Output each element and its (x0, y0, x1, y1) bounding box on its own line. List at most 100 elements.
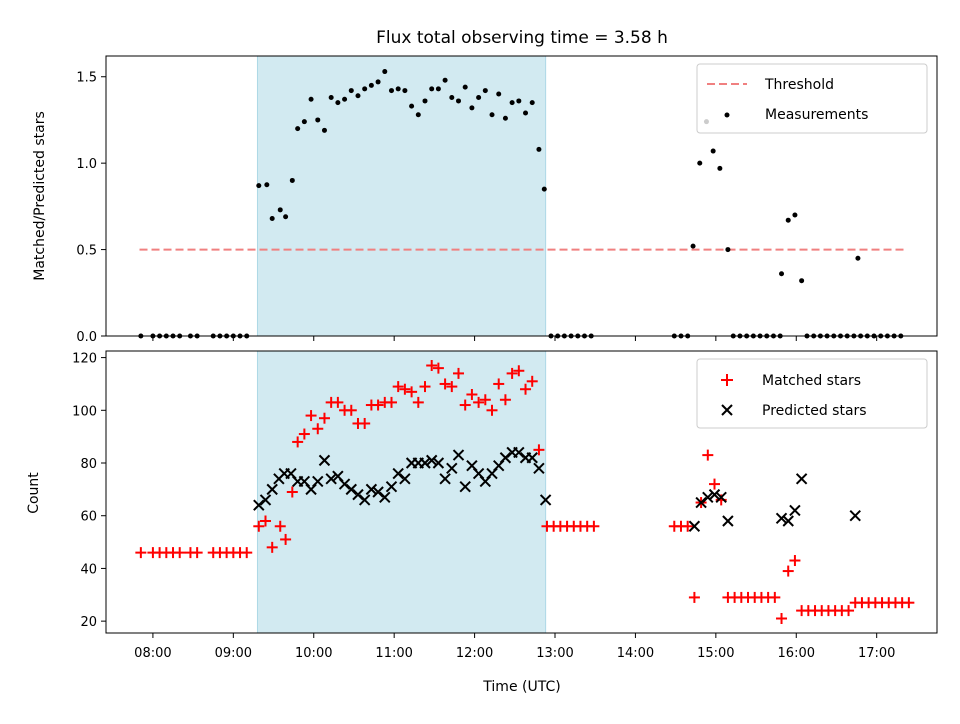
measurement-point (395, 86, 401, 92)
bottom-y-tick-label: 100 (72, 404, 97, 419)
matched-star-point (174, 547, 186, 559)
legend-matched-label: Matched stars (762, 373, 861, 389)
bottom-y-axis: 20 40 60 80 100 120 (72, 352, 106, 630)
measurement-point (536, 146, 542, 152)
top-shaded-interval (256, 55, 547, 337)
predicted-star-point (795, 473, 808, 485)
predicted-star-point (446, 462, 458, 474)
measurement-point (529, 100, 535, 106)
matched-star-point (280, 533, 292, 545)
matched-star-point (432, 362, 444, 374)
x-tick-label: 15:00 (697, 646, 734, 661)
measurement-point (283, 214, 289, 220)
measurement-point (717, 165, 723, 171)
bottom-y-tick-label: 20 (80, 615, 97, 630)
legend-predicted-swatch (721, 404, 733, 416)
top-y-axis-label: Matched/Predicted stars (32, 111, 48, 281)
measurement-point (277, 207, 283, 213)
top-y-tick-label: 1.5 (76, 71, 97, 86)
measurement-point (496, 91, 502, 97)
matched-star-point (392, 381, 404, 393)
matched-star-point (479, 394, 491, 406)
predicted-star-point (459, 481, 471, 493)
predicted-star-point (715, 491, 727, 503)
predicted-star-point (325, 473, 337, 485)
bottom-y-tick-label: 40 (80, 562, 97, 577)
predicted-star-point (372, 486, 384, 498)
measurement-point (342, 96, 348, 102)
predicted-star-point (312, 475, 324, 488)
measurement-point (725, 247, 731, 253)
measurement-point (256, 183, 262, 189)
measurement-point (375, 79, 381, 85)
predicted-star-point (266, 483, 278, 496)
matched-star-point (776, 613, 788, 625)
predicted-star-point (318, 454, 331, 467)
measurement-point (449, 94, 455, 100)
matched-star-point (588, 520, 600, 532)
measurement-point (422, 98, 428, 104)
matched-star-point (903, 597, 915, 609)
predicted-star-point (708, 488, 721, 501)
bottom-y-axis-label: Count (26, 472, 42, 514)
matched-star-point (843, 605, 855, 617)
top-panel: 0.0 0.5 1.0 1.5 Matched/Predicted stars Thr… (32, 55, 938, 345)
measurement-point (469, 105, 475, 111)
matched-star-point (372, 399, 384, 411)
predicted-star-point (695, 496, 707, 509)
matched-star-point (782, 565, 794, 577)
matched-star-point (298, 428, 310, 440)
legend-predicted-label: Predicted stars (762, 403, 867, 419)
measurement-point (792, 212, 798, 218)
measurement-point (301, 119, 307, 125)
measurement-point (315, 117, 321, 123)
measurement-point (289, 177, 295, 183)
bottom-legend: Matched stars Predicted stars (696, 358, 928, 429)
top-plot-frame (105, 55, 938, 337)
bottom-legend-box (696, 358, 928, 429)
measurement-point (348, 88, 354, 94)
x-tick-label: 16:00 (778, 646, 815, 661)
chart-title: Flux total observing time = 3.58 h (376, 28, 668, 48)
x-tick-label: 09:00 (215, 646, 252, 661)
measurement-point (456, 98, 462, 104)
measurement-point (509, 100, 515, 106)
top-x-ticks (152, 336, 878, 341)
matched-star-point (466, 388, 478, 400)
measurement-point (409, 103, 415, 109)
legend-threshold-label: Threshold (764, 77, 834, 93)
predicted-star-point (513, 446, 525, 459)
measurement-point (435, 86, 441, 92)
legend-matched-swatch (721, 374, 733, 386)
matched-star-point (345, 404, 357, 416)
predicted-star-point (399, 473, 411, 485)
measurement-point (690, 243, 696, 249)
predicted-star-point (452, 449, 465, 461)
matched-star-point (332, 396, 344, 408)
top-y-tick-label: 0.0 (76, 330, 97, 345)
matched-star-point (789, 555, 801, 567)
predicted-star-point (688, 520, 701, 532)
measurement-point (362, 86, 368, 92)
predicted-star-point (352, 488, 364, 501)
matched-star-point (702, 449, 714, 461)
x-tick-label: 17:00 (858, 646, 895, 661)
matched-star-point (286, 486, 298, 498)
predicted-star-point (365, 483, 378, 496)
measurement-point (264, 182, 270, 188)
measurement-point (482, 88, 488, 94)
predicted-star-point (526, 452, 538, 464)
measurement-point (355, 93, 361, 99)
predicted-star-point (385, 481, 398, 493)
predicted-star-point (392, 467, 404, 480)
top-y-tick-label: 1.0 (76, 157, 97, 172)
measurement-point (799, 278, 805, 284)
matched-star-point (305, 410, 317, 422)
measurement-point (523, 110, 529, 116)
x-tick-label: 08:00 (134, 646, 171, 661)
predicted-star-point (419, 457, 431, 469)
matched-star-point (769, 591, 781, 603)
measurement-point (269, 215, 275, 221)
measurement-points (138, 69, 904, 339)
x-tick-label: 12:00 (456, 646, 493, 661)
